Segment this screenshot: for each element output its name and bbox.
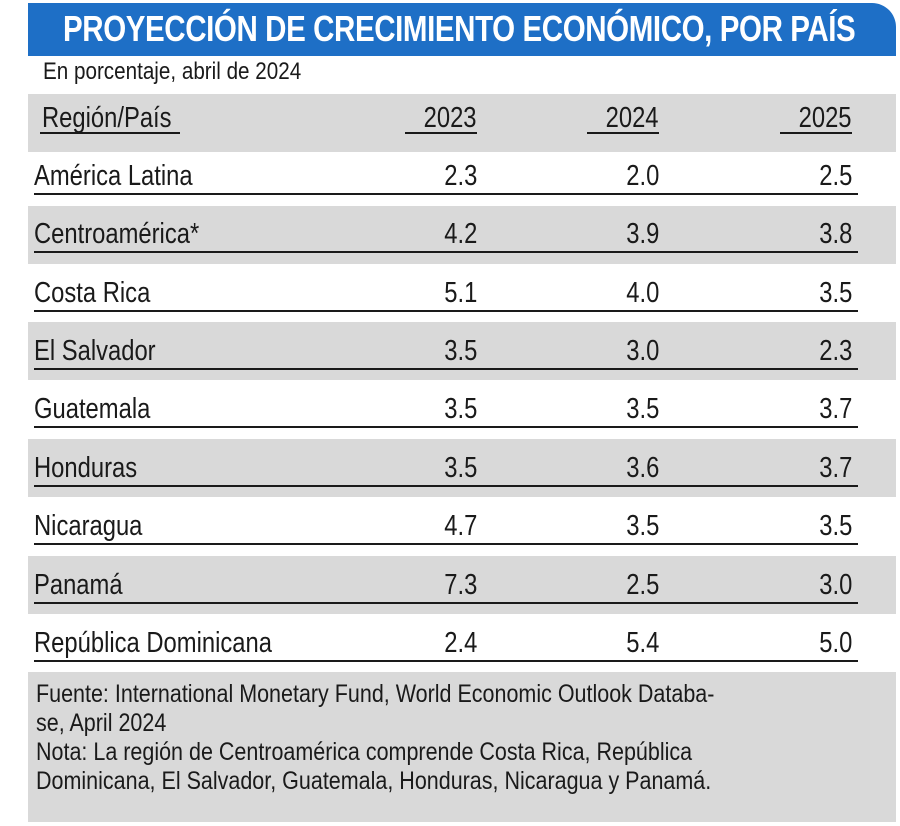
row-region: Panamá <box>34 569 123 602</box>
row-region: El Salvador <box>34 335 156 368</box>
row-rule <box>34 426 858 428</box>
subtitle: En porcentaje, abril de 2024 <box>43 58 301 86</box>
row-value-2023: 2.4 <box>444 627 477 660</box>
row-value-2025: 3.7 <box>819 393 852 426</box>
note-line: Dominicana, El Salvador, Guatemala, Hond… <box>36 767 776 796</box>
row-value-2025: 5.0 <box>819 627 852 660</box>
row-value-2025: 3.8 <box>819 218 852 251</box>
row-region: Honduras <box>34 452 137 485</box>
row-value-2023: 7.3 <box>444 569 477 602</box>
row-value-2024: 3.0 <box>626 335 659 368</box>
note-line: Nota: La región de Centroamérica compren… <box>36 738 776 767</box>
row-value-2023: 2.3 <box>444 160 477 193</box>
column-header-2023: 2023 <box>424 102 477 135</box>
row-value-2024: 3.6 <box>626 452 659 485</box>
row-value-2025: 3.7 <box>819 452 852 485</box>
growth-table-card: PROYECCIÓN DE CRECIMIENTO ECONÓMICO, POR… <box>0 0 900 826</box>
row-value-2023: 5.1 <box>444 277 477 310</box>
row-region: América Latina <box>34 160 193 193</box>
row-value-2024: 2.5 <box>626 569 659 602</box>
row-region: Costa Rica <box>34 277 150 310</box>
row-value-2025: 2.3 <box>819 335 852 368</box>
source-line: Fuente: International Monetary Fund, Wor… <box>36 680 776 709</box>
row-rule <box>34 485 858 487</box>
row-value-2024: 2.0 <box>626 160 659 193</box>
header-rule <box>40 132 180 134</box>
row-value-2025: 2.5 <box>819 160 852 193</box>
row-region: Centroamérica* <box>34 218 199 251</box>
row-value-2023: 4.2 <box>444 218 477 251</box>
column-header-region: Región/País <box>42 102 172 135</box>
row-value-2024: 3.5 <box>626 393 659 426</box>
row-value-2023: 4.7 <box>444 510 477 543</box>
row-value-2023: 3.5 <box>444 452 477 485</box>
row-value-2023: 3.5 <box>444 335 477 368</box>
row-rule <box>34 602 858 604</box>
row-value-2025: 3.5 <box>819 277 852 310</box>
row-value-2024: 4.0 <box>626 277 659 310</box>
table-header-row: Región/País 2023 2024 2025 <box>28 94 896 152</box>
row-value-2024: 3.5 <box>626 510 659 543</box>
row-region: Guatemala <box>34 393 150 426</box>
row-value-2024: 5.4 <box>626 627 659 660</box>
footer-notes: Fuente: International Monetary Fund, Wor… <box>36 680 896 796</box>
row-rule <box>34 193 858 195</box>
title-bar: PROYECCIÓN DE CRECIMIENTO ECONÓMICO, POR… <box>28 3 896 56</box>
row-value-2024: 3.9 <box>626 218 659 251</box>
header-rule <box>587 132 659 134</box>
header-rule <box>405 132 477 134</box>
page-title: PROYECCIÓN DE CRECIMIENTO ECONÓMICO, POR… <box>63 8 855 50</box>
row-value-2023: 3.5 <box>444 393 477 426</box>
row-rule <box>34 660 858 662</box>
column-header-2024: 2024 <box>606 102 659 135</box>
row-value-2025: 3.5 <box>819 510 852 543</box>
row-value-2025: 3.0 <box>819 569 852 602</box>
row-region: República Dominicana <box>34 627 272 660</box>
row-rule <box>34 543 858 545</box>
row-rule <box>34 251 858 253</box>
row-region: Nicaragua <box>34 510 142 543</box>
header-rule <box>780 132 852 134</box>
column-header-2025: 2025 <box>799 102 852 135</box>
row-rule <box>34 310 858 312</box>
row-rule <box>34 368 858 370</box>
source-line: se, April 2024 <box>36 709 776 738</box>
